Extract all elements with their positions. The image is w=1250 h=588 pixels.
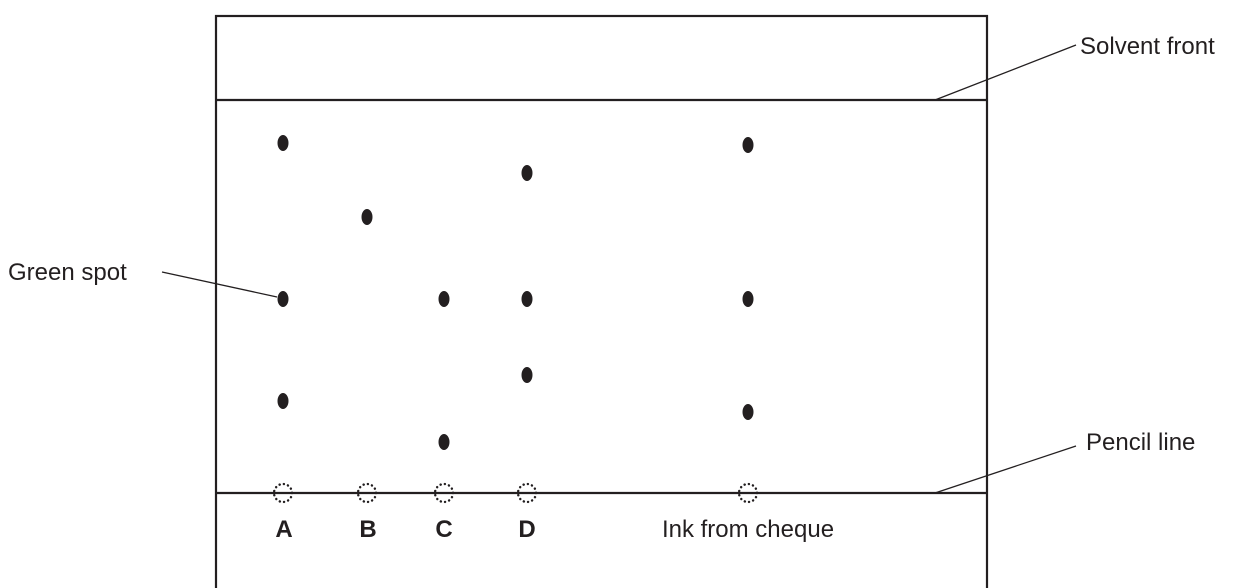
lane-d-spot (521, 165, 533, 181)
ink-origin (737, 482, 759, 504)
lane-c-label: C (435, 516, 452, 543)
lane-d-spot (521, 367, 533, 383)
lane-a-origin (272, 482, 294, 504)
lane-c-spot (438, 291, 450, 307)
ink-spot (742, 137, 754, 153)
lane-b: B (356, 209, 378, 543)
lane-a-label: A (275, 516, 292, 543)
solvent-front-leader (934, 44, 1077, 101)
solvent-front-label: Solvent front (1080, 33, 1215, 60)
lane-c-origin (433, 482, 455, 504)
pencil-line-label: Pencil line (1086, 429, 1195, 456)
lane-b-origin (356, 482, 378, 504)
green-spot-leader (161, 271, 278, 298)
ink-from-cheque-label: Ink from cheque (662, 516, 834, 543)
lane-b-label: B (359, 516, 376, 543)
chromatography-paper (214, 14, 989, 588)
lane-b-spot (361, 209, 373, 225)
lane-a: A (272, 135, 294, 543)
green-spot (277, 291, 289, 307)
pencil-line-leader (934, 445, 1077, 494)
ink-spot (742, 291, 754, 307)
lane-c-spot (438, 434, 450, 450)
lane-d: D (516, 165, 538, 543)
ink-spot (742, 404, 754, 420)
lane-d-spot (521, 291, 533, 307)
lane-ink-from-cheque: Ink from cheque (662, 137, 834, 543)
lane-a-spot (277, 135, 289, 151)
lane-a-spot (277, 393, 289, 409)
lane-d-label: D (518, 516, 535, 543)
green-spot-label: Green spot (8, 259, 127, 286)
lane-c: C (433, 291, 455, 543)
lane-d-origin (516, 482, 538, 504)
